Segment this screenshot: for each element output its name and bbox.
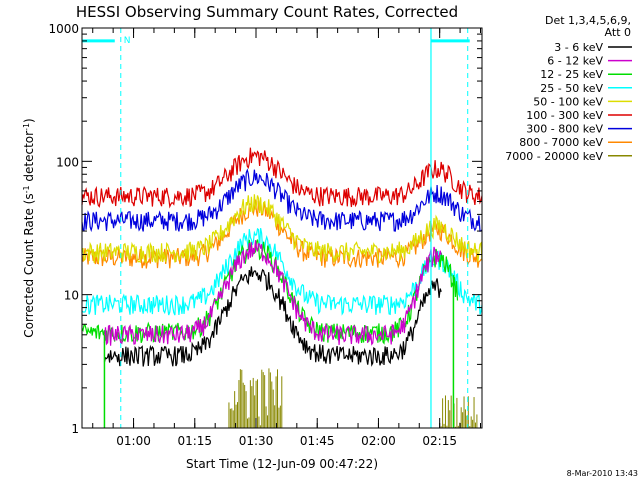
legend-label: 25 - 50 keV [540, 82, 603, 95]
series-line-300-800 [81, 168, 483, 233]
plot-frame [81, 27, 483, 429]
legend-label: 800 - 7000 keV [519, 136, 603, 149]
legend-label: 300 - 800 keV [526, 123, 603, 136]
footer-date: 8-Mar-2010 13:43 [567, 469, 638, 478]
legend-label: 50 - 100 keV [533, 95, 603, 108]
y-tick-label: 100 [56, 155, 79, 169]
legend-label: 3 - 6 keV [554, 41, 603, 54]
legend-label: 12 - 25 keV [540, 68, 603, 81]
series-line-25-50 [81, 227, 483, 316]
plot-area: N [81, 27, 483, 429]
x-tick-label: 02:15 [422, 434, 457, 448]
legend-label: 6 - 12 keV [547, 55, 603, 68]
night-marker-label: N [124, 36, 131, 46]
y-axis-label: Corrected Count Rate (s-1 detector-1) [22, 118, 37, 337]
series-line-3-6 [103, 266, 442, 367]
chart-title: HESSI Observing Summary Count Rates, Cor… [76, 3, 458, 21]
series-line-800-7000 [81, 199, 483, 269]
y-tick-label: 1000 [48, 22, 79, 36]
y-tick-label: 10 [64, 289, 79, 303]
series-line-100-300 [81, 147, 483, 209]
legend-label: 7000 - 20000 keV [505, 150, 603, 163]
legend-header: Det 1,3,4,5,6,9, [545, 14, 631, 27]
legend-header: Att 0 [605, 26, 631, 39]
x-tick-label: 01:00 [116, 434, 151, 448]
x-tick-label: 01:45 [300, 434, 335, 448]
series-line-50-100 [81, 194, 483, 264]
series-line-6-12 [103, 240, 442, 346]
series-line-12-25 [81, 239, 459, 345]
y-axis: 1 10 100 1000 [48, 22, 482, 436]
x-tick-label: 01:15 [177, 434, 212, 448]
x-tick-label: 01:30 [239, 434, 274, 448]
x-tick-label: 02:00 [361, 434, 396, 448]
y-tick-label: 1 [71, 422, 79, 436]
x-axis: 01:00 01:15 01:30 01:45 02:00 02:15 [92, 28, 481, 448]
legend-label: 100 - 300 keV [526, 109, 603, 122]
x-axis-label: Start Time (12-Jun-09 00:47:22) [186, 457, 378, 471]
